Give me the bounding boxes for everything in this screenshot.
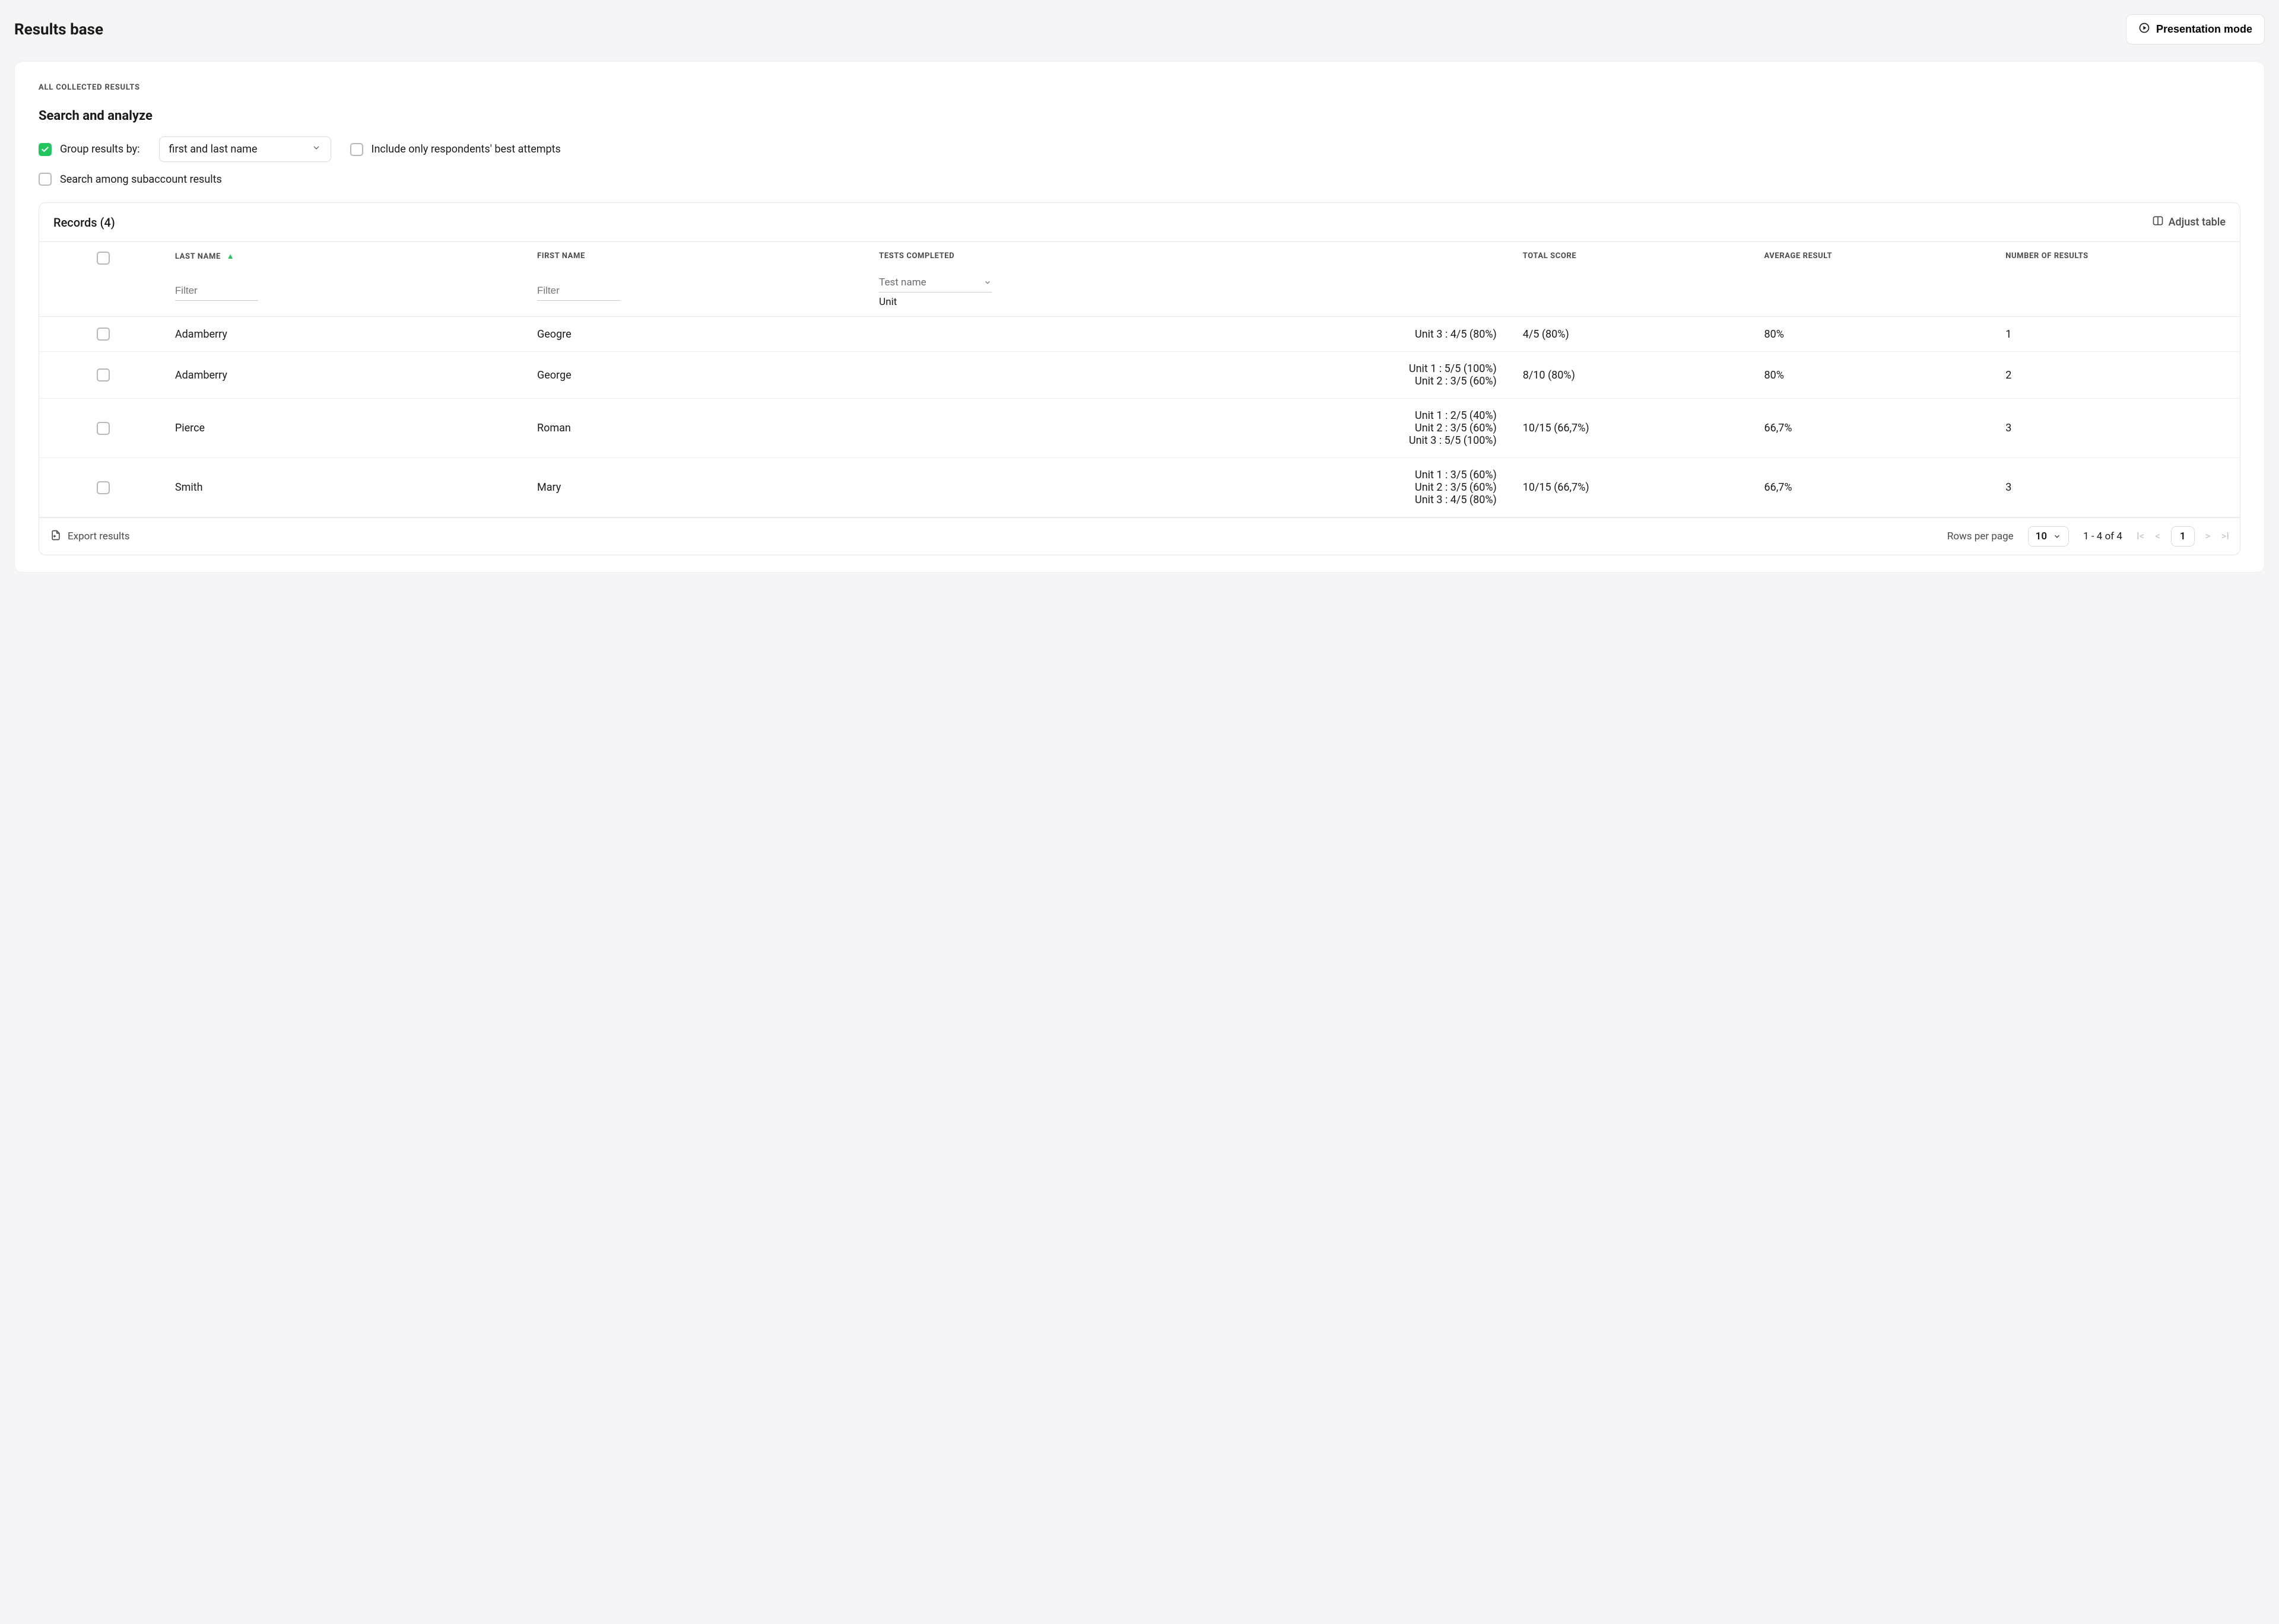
cell-first-name: Geogre bbox=[530, 317, 872, 352]
records-count: Records (4) bbox=[53, 215, 115, 230]
cell-total-score: 10/15 (66,7%) bbox=[1516, 399, 1757, 458]
group-by-checkbox[interactable] bbox=[39, 143, 52, 156]
table-row: AdamberryGeogreUnit 3 : 4/5 (80%)4/5 (80… bbox=[39, 317, 2240, 352]
export-icon bbox=[50, 529, 62, 544]
rows-per-page-dropdown[interactable]: 10 bbox=[2028, 526, 2069, 546]
group-by-selected: first and last name bbox=[169, 143, 258, 155]
results-table: LAST NAME ▲ FIRST NAME TESTS COMPLETED T… bbox=[39, 242, 2240, 517]
col-header-num-results[interactable]: NUMBER OF RESULTS bbox=[1998, 242, 2240, 271]
group-by-label: Group results by: bbox=[60, 143, 140, 155]
cell-last-name: Adamberry bbox=[168, 317, 530, 352]
export-results-button[interactable]: Export results bbox=[50, 529, 130, 544]
filter-tests-dropdown[interactable]: Test name bbox=[879, 274, 992, 293]
chevron-down-icon bbox=[2053, 532, 2061, 541]
best-attempts-label: Include only respondents' best attempts bbox=[372, 143, 561, 155]
table-row: PierceRomanUnit 1 : 2/5 (40%)Unit 2 : 3/… bbox=[39, 399, 2240, 458]
page-range-label: 1 - 4 of 4 bbox=[2083, 530, 2122, 542]
group-by-dropdown[interactable]: first and last name bbox=[159, 136, 331, 162]
table-row: SmithMaryUnit 1 : 3/5 (60%)Unit 2 : 3/5 … bbox=[39, 458, 2240, 517]
cell-tests-completed: Unit 3 : 4/5 (80%) bbox=[872, 317, 1516, 352]
cell-last-name: Adamberry bbox=[168, 352, 530, 399]
page-title: Results base bbox=[14, 21, 103, 39]
page-first-button[interactable]: I< bbox=[2137, 530, 2144, 542]
check-icon bbox=[41, 145, 49, 154]
row-checkbox[interactable] bbox=[97, 422, 110, 435]
columns-icon bbox=[2152, 215, 2164, 230]
chevron-down-icon bbox=[312, 143, 321, 155]
results-card: ALL COLLECTED RESULTS Search and analyze… bbox=[14, 61, 2265, 573]
row-checkbox[interactable] bbox=[97, 328, 110, 341]
cell-num-results: 1 bbox=[1998, 317, 2240, 352]
best-attempts-checkbox[interactable] bbox=[350, 143, 363, 156]
presentation-mode-label: Presentation mode bbox=[2156, 23, 2252, 36]
cell-tests-completed: Unit 1 : 5/5 (100%)Unit 2 : 3/5 (60%) bbox=[872, 352, 1516, 399]
cell-first-name: Mary bbox=[530, 458, 872, 517]
cell-tests-completed: Unit 1 : 3/5 (60%)Unit 2 : 3/5 (60%)Unit… bbox=[872, 458, 1516, 517]
row-checkbox[interactable] bbox=[97, 368, 110, 382]
cell-total-score: 4/5 (80%) bbox=[1516, 317, 1757, 352]
cell-num-results: 3 bbox=[1998, 458, 2240, 517]
section-title: Search and analyze bbox=[39, 109, 2240, 123]
cell-num-results: 2 bbox=[1998, 352, 2240, 399]
cell-first-name: Roman bbox=[530, 399, 872, 458]
filter-last-name-input[interactable] bbox=[175, 281, 258, 301]
cell-num-results: 3 bbox=[1998, 399, 2240, 458]
page-next-button[interactable]: > bbox=[2205, 530, 2211, 542]
col-header-first-name[interactable]: FIRST NAME bbox=[530, 242, 872, 271]
cell-last-name: Smith bbox=[168, 458, 530, 517]
adjust-table-button[interactable]: Adjust table bbox=[2152, 215, 2226, 230]
subaccount-label: Search among subaccount results bbox=[60, 173, 222, 186]
presentation-mode-button[interactable]: Presentation mode bbox=[2126, 14, 2265, 45]
cell-total-score: 10/15 (66,7%) bbox=[1516, 458, 1757, 517]
cell-average-result: 80% bbox=[1757, 317, 1998, 352]
col-header-tests[interactable]: TESTS COMPLETED bbox=[872, 242, 1516, 271]
cell-average-result: 66,7% bbox=[1757, 399, 1998, 458]
row-checkbox[interactable] bbox=[97, 481, 110, 494]
page-last-button[interactable]: >I bbox=[2221, 530, 2229, 542]
cell-average-result: 66,7% bbox=[1757, 458, 1998, 517]
sort-asc-icon: ▲ bbox=[227, 252, 234, 261]
cell-total-score: 8/10 (80%) bbox=[1516, 352, 1757, 399]
filter-tests-value: Unit bbox=[879, 293, 1509, 308]
adjust-table-label: Adjust table bbox=[2169, 216, 2226, 228]
table-row: AdamberryGeorgeUnit 1 : 5/5 (100%)Unit 2… bbox=[39, 352, 2240, 399]
cell-last-name: Pierce bbox=[168, 399, 530, 458]
col-header-last-name[interactable]: LAST NAME ▲ bbox=[168, 242, 530, 271]
chevron-down-icon bbox=[983, 278, 992, 287]
subaccount-checkbox[interactable] bbox=[39, 173, 52, 186]
filter-first-name-input[interactable] bbox=[537, 281, 620, 301]
rows-per-page-label: Rows per page bbox=[1947, 530, 2014, 542]
cell-average-result: 80% bbox=[1757, 352, 1998, 399]
col-header-average[interactable]: AVERAGE RESULT bbox=[1757, 242, 1998, 271]
export-label: Export results bbox=[68, 530, 130, 542]
cell-first-name: George bbox=[530, 352, 872, 399]
page-current: 1 bbox=[2171, 526, 2195, 546]
records-panel: Records (4) Adjust table LAST NAME ▲ FIR… bbox=[39, 202, 2240, 555]
section-eyebrow: ALL COLLECTED RESULTS bbox=[39, 83, 2240, 92]
col-header-total-score[interactable]: TOTAL SCORE bbox=[1516, 242, 1757, 271]
play-circle-icon bbox=[2138, 22, 2150, 37]
cell-tests-completed: Unit 1 : 2/5 (40%)Unit 2 : 3/5 (60%)Unit… bbox=[872, 399, 1516, 458]
select-all-checkbox[interactable] bbox=[97, 252, 110, 265]
page-prev-button[interactable]: < bbox=[2155, 530, 2160, 542]
